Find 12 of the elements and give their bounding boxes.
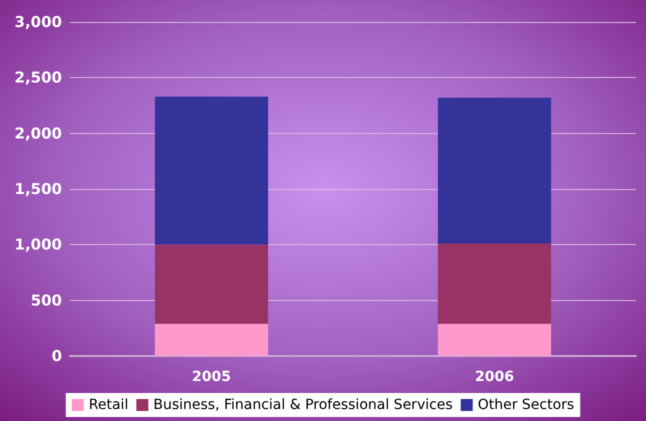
legend-label: Retail — [88, 397, 128, 413]
y-tick-label: 3,000 — [14, 13, 62, 31]
y-tick-label: 0 — [52, 347, 62, 365]
legend-label: Business, Financial & Professional Services — [153, 397, 453, 413]
y-tick-label: 1,000 — [14, 236, 62, 254]
y-tick-label: 1,500 — [14, 180, 62, 198]
legend-label: Other Sectors — [478, 397, 574, 413]
x-tick-label: 2006 — [475, 369, 514, 385]
x-tick-label: 2005 — [192, 369, 231, 385]
y-tick-label: 2,500 — [14, 68, 62, 87]
y-tick-label: 500 — [30, 291, 62, 310]
y-tick-label: 2,000 — [14, 124, 62, 142]
